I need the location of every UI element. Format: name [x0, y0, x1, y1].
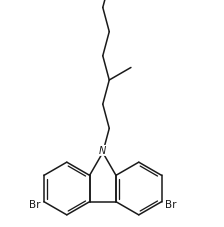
- Text: Br: Br: [165, 199, 177, 209]
- Text: N: N: [99, 146, 106, 156]
- Text: Br: Br: [29, 199, 41, 209]
